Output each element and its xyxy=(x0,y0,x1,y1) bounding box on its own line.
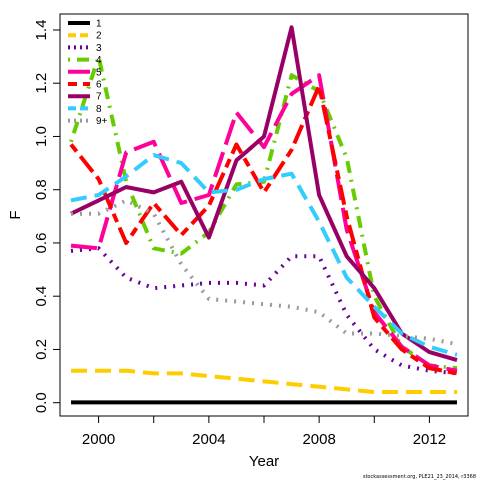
series-layer xyxy=(69,25,458,405)
y-tick-label: 0.8 xyxy=(33,179,50,200)
series-line-2 xyxy=(71,368,457,394)
series-line-6 xyxy=(69,83,458,376)
x-tick-label: 2008 xyxy=(302,431,335,448)
legend-label-1: 1 xyxy=(96,19,102,30)
x-axis-label: Year xyxy=(249,453,279,470)
y-tick-label: 0.4 xyxy=(33,286,50,307)
x-axis: 2000 2004 2008 2012 xyxy=(60,415,468,448)
y-axis: 0.0 0.2 0.4 0.6 0.8 1.0 1.2 1.4 xyxy=(33,20,60,413)
legend-label-3: 3 xyxy=(96,43,102,54)
series-line-7 xyxy=(70,25,458,363)
y-tick-label: 1.4 xyxy=(33,20,50,41)
legend-label-9: 9+ xyxy=(96,116,108,127)
y-tick-label: 0.0 xyxy=(33,392,50,413)
y-tick-label: 1.0 xyxy=(33,126,50,147)
series-line-3 xyxy=(70,246,458,376)
y-tick-label: 0.6 xyxy=(33,233,50,254)
y-axis-label: F xyxy=(7,210,24,219)
legend-label-4: 4 xyxy=(96,55,102,66)
footnote: stockassessment.org, PLE21_23_2014, r336… xyxy=(363,474,476,480)
x-tick-label: 2004 xyxy=(192,431,225,448)
x-tick-label: 2012 xyxy=(413,431,446,448)
y-tick-label: 1.2 xyxy=(33,73,50,94)
x-tick-label: 2000 xyxy=(82,431,115,448)
legend-label-2: 2 xyxy=(96,31,102,42)
legend-label-6: 6 xyxy=(96,80,102,91)
series-line-5 xyxy=(70,73,458,373)
y-tick-label: 0.2 xyxy=(33,339,50,360)
legend-label-5: 5 xyxy=(96,67,102,78)
series-line-4 xyxy=(69,54,458,371)
legend-label-7: 7 xyxy=(96,92,102,103)
legend-label-8: 8 xyxy=(96,104,102,115)
series-line-8 xyxy=(70,153,458,357)
